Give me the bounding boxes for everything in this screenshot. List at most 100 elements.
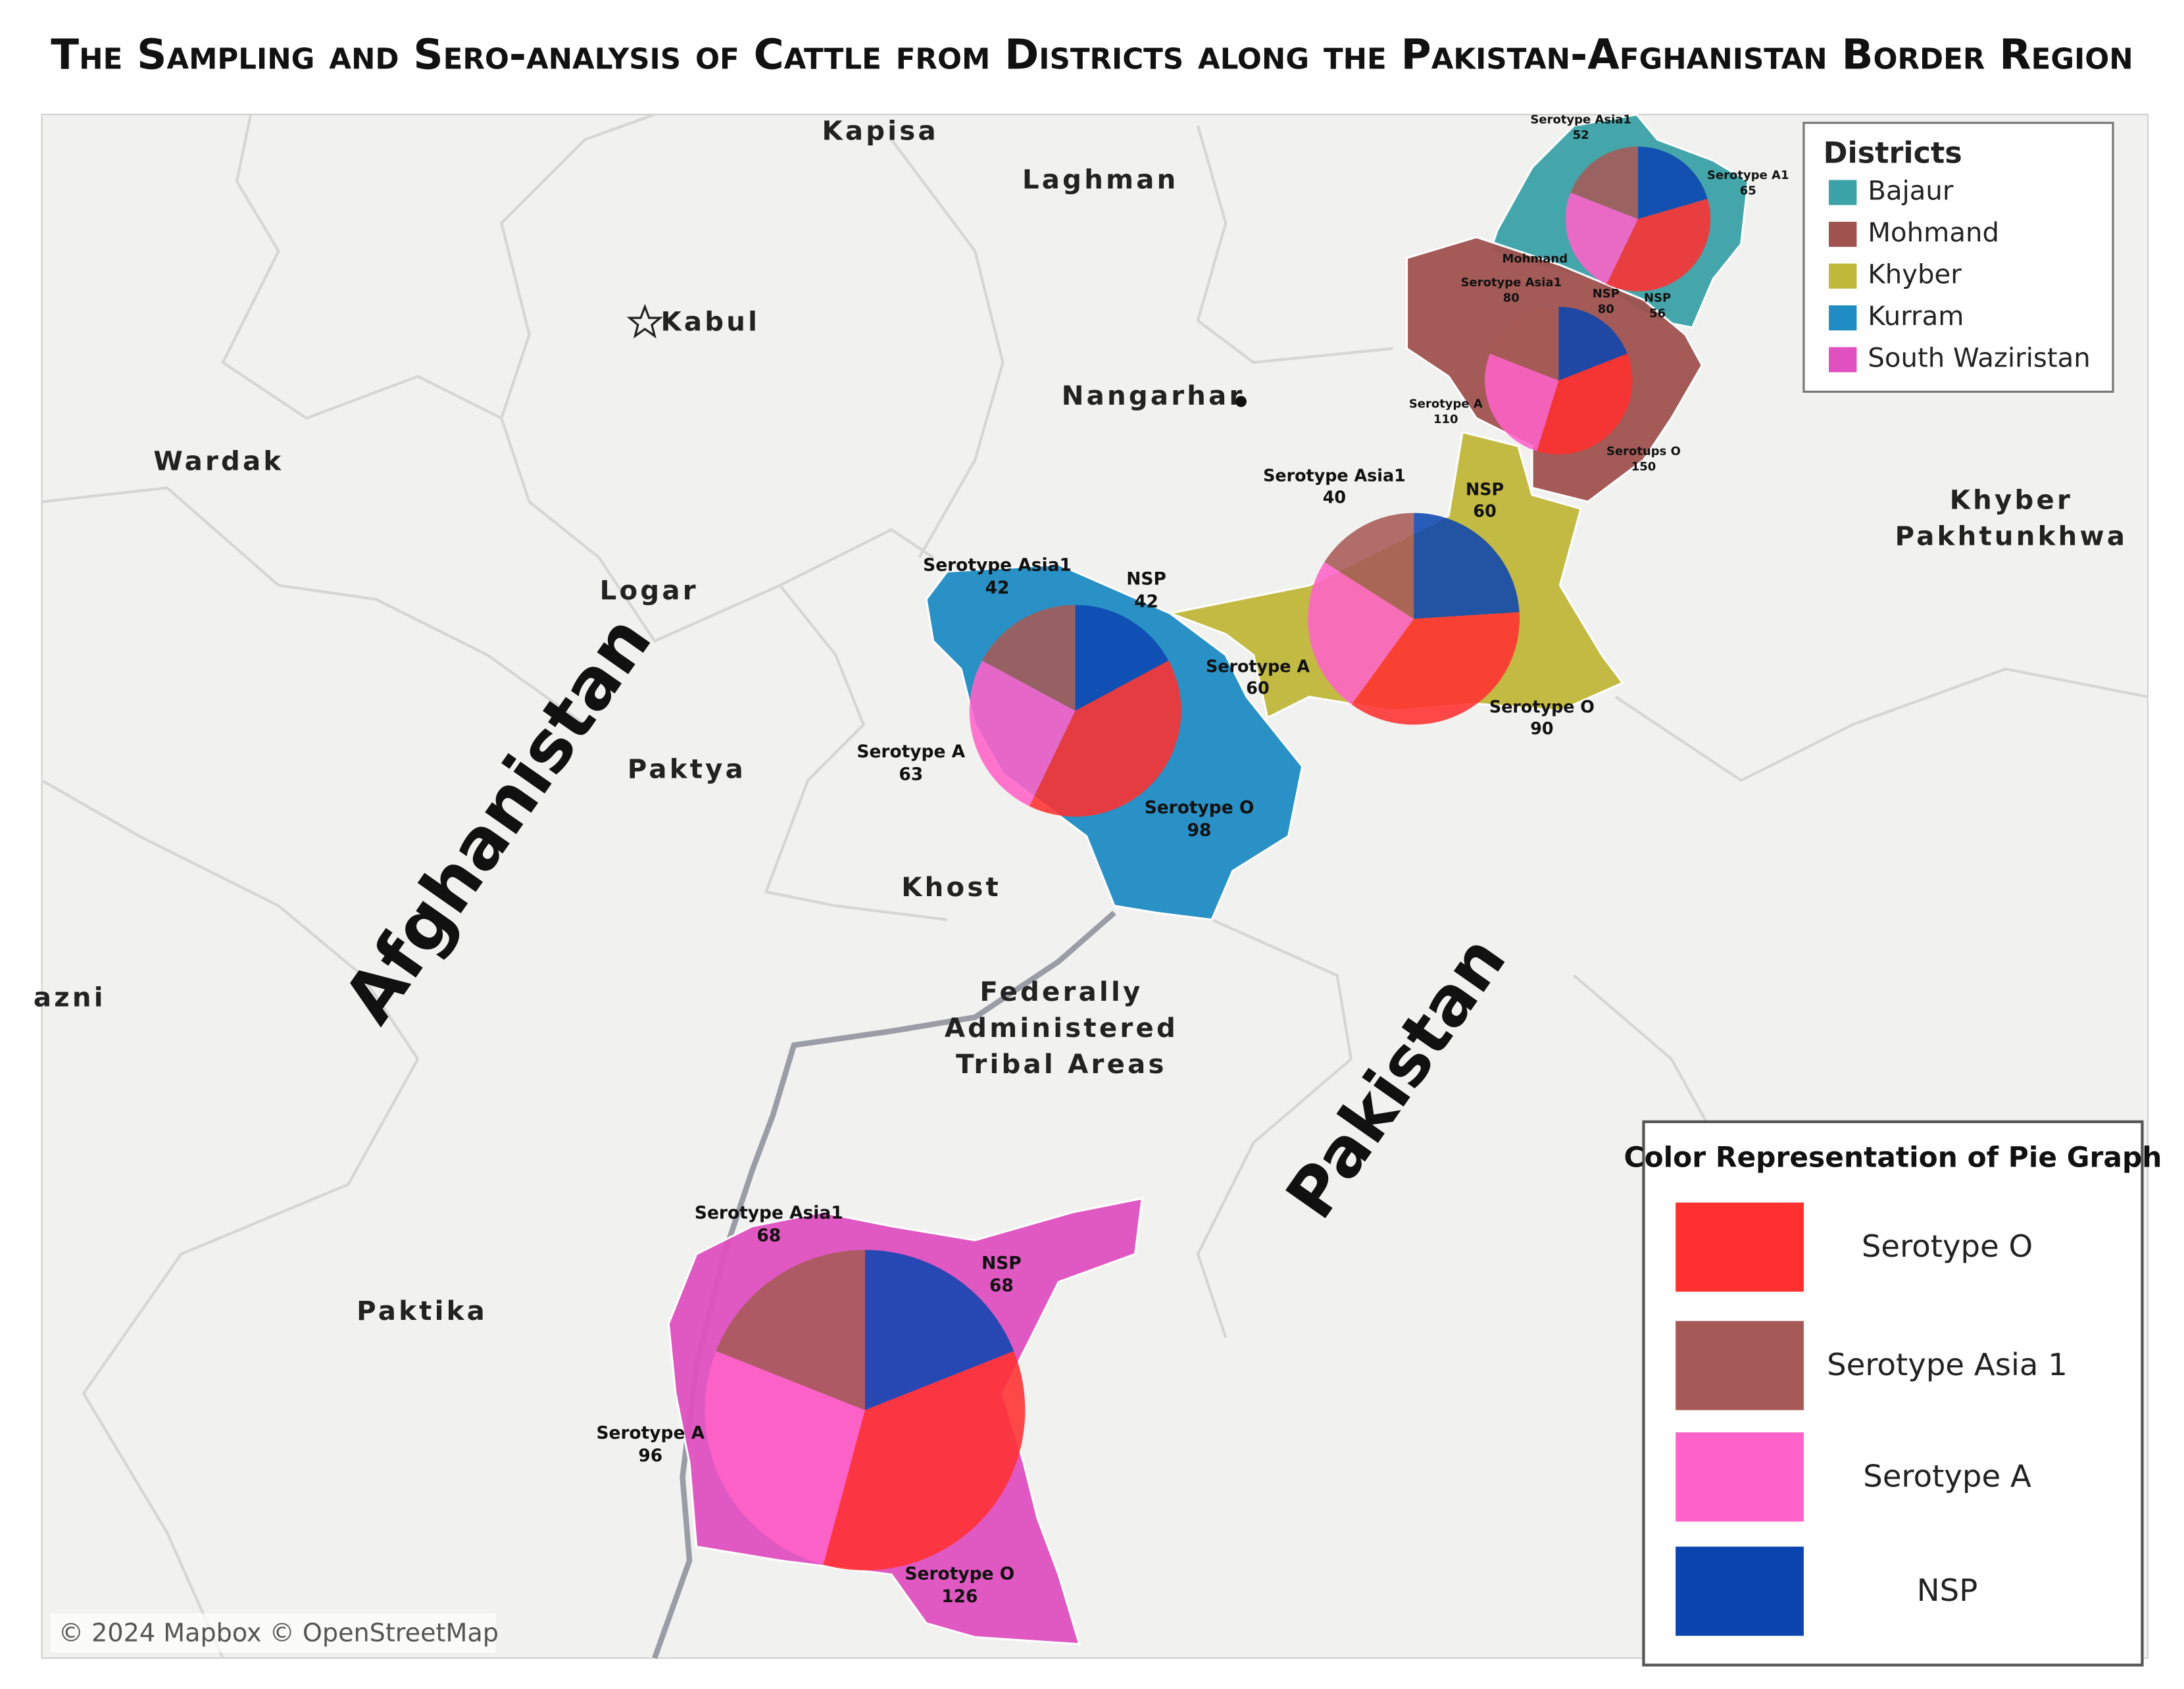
legend-swatch bbox=[1829, 263, 1857, 289]
pie-slice bbox=[864, 1249, 1014, 1411]
pie-slice bbox=[1075, 605, 1169, 711]
pie-label-value: 68 bbox=[757, 1226, 781, 1246]
pie-label-name: Serotype Asia1 bbox=[1530, 113, 1631, 126]
pie-label-value: 96 bbox=[638, 1446, 662, 1466]
pie-slice bbox=[1029, 660, 1181, 817]
pie-label-name: NSP bbox=[1126, 569, 1166, 590]
pie-slice bbox=[1485, 353, 1559, 451]
legend-swatch bbox=[1675, 1546, 1804, 1636]
pie-slice bbox=[716, 1249, 865, 1411]
place-label: Kapisa bbox=[822, 116, 938, 147]
place-label: Paktika bbox=[357, 1296, 487, 1326]
pie-label-value: 42 bbox=[985, 578, 1010, 598]
legend-label: Serotype O bbox=[1862, 1228, 2033, 1264]
legend-swatch bbox=[1675, 1432, 1804, 1522]
pie-label-name: Serotype Asia1 bbox=[1461, 276, 1562, 290]
attribution-bg bbox=[50, 1613, 496, 1653]
pie-label-value: 150 bbox=[1631, 460, 1656, 474]
pie-label-name: Serotype Asia1 bbox=[695, 1203, 843, 1223]
pie-label-name: Serotype A bbox=[856, 742, 965, 762]
pie-slice bbox=[1308, 562, 1414, 705]
pie-label-name: Serotype A bbox=[1409, 397, 1483, 411]
pie-slice bbox=[1570, 146, 1638, 219]
pie-label-value: 65 bbox=[1740, 184, 1756, 198]
attribution: © 2024 Mapbox © OpenStreetMap bbox=[59, 1619, 499, 1648]
pie-slice bbox=[1351, 612, 1520, 725]
pie-slice bbox=[1489, 307, 1559, 381]
pie-slice bbox=[1537, 353, 1633, 455]
pie-label-name: Serotups O bbox=[1606, 444, 1681, 458]
pie-label-name: Serotype A bbox=[596, 1423, 705, 1444]
capital-star bbox=[626, 303, 664, 339]
legend-label: Serotype Asia 1 bbox=[1827, 1347, 2068, 1382]
pie-slice bbox=[1558, 307, 1627, 381]
place-label: Federally bbox=[980, 977, 1143, 1007]
pie-label-value: 60 bbox=[1246, 678, 1269, 698]
legend-label: Kurram bbox=[1868, 301, 1964, 332]
legend-label: Mohmand bbox=[1868, 218, 1999, 248]
pie-label-name: Serotype A bbox=[1206, 657, 1310, 676]
pie-slice bbox=[969, 660, 1076, 807]
legend-label: NSP bbox=[1917, 1573, 1978, 1608]
place-label: Logar bbox=[600, 576, 699, 606]
place-label: Nangarhar bbox=[1062, 381, 1245, 411]
districts-legend-box bbox=[1802, 122, 2114, 393]
pie-label-name: Serotype O bbox=[1145, 797, 1254, 818]
districts-legend-title: Districts bbox=[1824, 136, 1962, 170]
pie-label-name: Serotype O bbox=[905, 1563, 1015, 1584]
place-label: Wardak bbox=[153, 446, 284, 476]
pie-label-name: NSP bbox=[1593, 287, 1620, 301]
legend-label: Khyber bbox=[1868, 260, 1962, 290]
pie-slice bbox=[1414, 513, 1520, 619]
legend-swatch bbox=[1829, 305, 1857, 331]
pie-slice bbox=[1606, 199, 1711, 291]
pie-label-value: 90 bbox=[1530, 718, 1553, 738]
pie-label-name: NSP bbox=[1466, 480, 1504, 499]
legend-swatch bbox=[1829, 222, 1857, 247]
pie-slice bbox=[1638, 146, 1708, 219]
place-label: Laghman bbox=[1022, 165, 1179, 195]
legend-label: Serotype A bbox=[1863, 1458, 2031, 1494]
pie-label-name: NSP bbox=[981, 1253, 1022, 1273]
pie-label-name: Serotype Asia1 bbox=[1263, 466, 1406, 486]
pie-legend-title: Color Representation of Pie Graph bbox=[1624, 1142, 2162, 1174]
pie-label-value: 63 bbox=[899, 765, 923, 785]
place-label: Pakhtunkhwa bbox=[1895, 522, 2128, 552]
pie-label-value: 126 bbox=[941, 1586, 978, 1607]
pie-label-name: Serotype Asia1 bbox=[923, 555, 1072, 576]
pie-label-value: 42 bbox=[1134, 592, 1158, 612]
pie-slice bbox=[981, 605, 1076, 711]
pie-label-value: 80 bbox=[1503, 291, 1520, 305]
pie-label-value: 40 bbox=[1323, 488, 1346, 507]
legend-swatch bbox=[1675, 1202, 1804, 1292]
pie-label-value: 68 bbox=[989, 1276, 1014, 1296]
place-label: Administered bbox=[945, 1013, 1178, 1044]
pie-label-name: Serotype O bbox=[1489, 697, 1595, 717]
pie-label-name: Serotype A1 bbox=[1707, 168, 1789, 182]
pie-label-value: 52 bbox=[1573, 128, 1589, 142]
pie-label-value: 110 bbox=[1433, 413, 1458, 426]
pie-slice bbox=[705, 1351, 865, 1565]
pie-slice bbox=[1324, 513, 1414, 619]
place-label: Kabul bbox=[661, 307, 760, 338]
legend-swatch bbox=[1829, 347, 1857, 372]
map-title: The Sampling and Sero-analysis of Cattle… bbox=[51, 30, 2133, 79]
pie-label-name: NSP bbox=[1644, 291, 1671, 305]
international-border bbox=[652, 911, 1116, 1659]
district-map-label: Mohmand bbox=[1502, 252, 1568, 266]
place-label: Paktya bbox=[628, 754, 746, 784]
admin-boundaries bbox=[41, 113, 2148, 1659]
pie-label-value: 98 bbox=[1187, 820, 1212, 840]
place-label: azni bbox=[34, 983, 106, 1013]
legend-swatch bbox=[1675, 1321, 1804, 1411]
legend-label: Bajaur bbox=[1868, 176, 1954, 207]
pie-slice bbox=[1565, 192, 1638, 285]
place-label: Khost bbox=[901, 872, 1001, 903]
legend-label: South Waziristan bbox=[1868, 343, 2090, 374]
legend-swatch bbox=[1829, 180, 1857, 205]
pie-slice bbox=[823, 1351, 1026, 1571]
city-dot bbox=[1235, 395, 1247, 407]
pie-label-value: 60 bbox=[1473, 501, 1496, 521]
place-label: Khyber bbox=[1950, 486, 2073, 516]
